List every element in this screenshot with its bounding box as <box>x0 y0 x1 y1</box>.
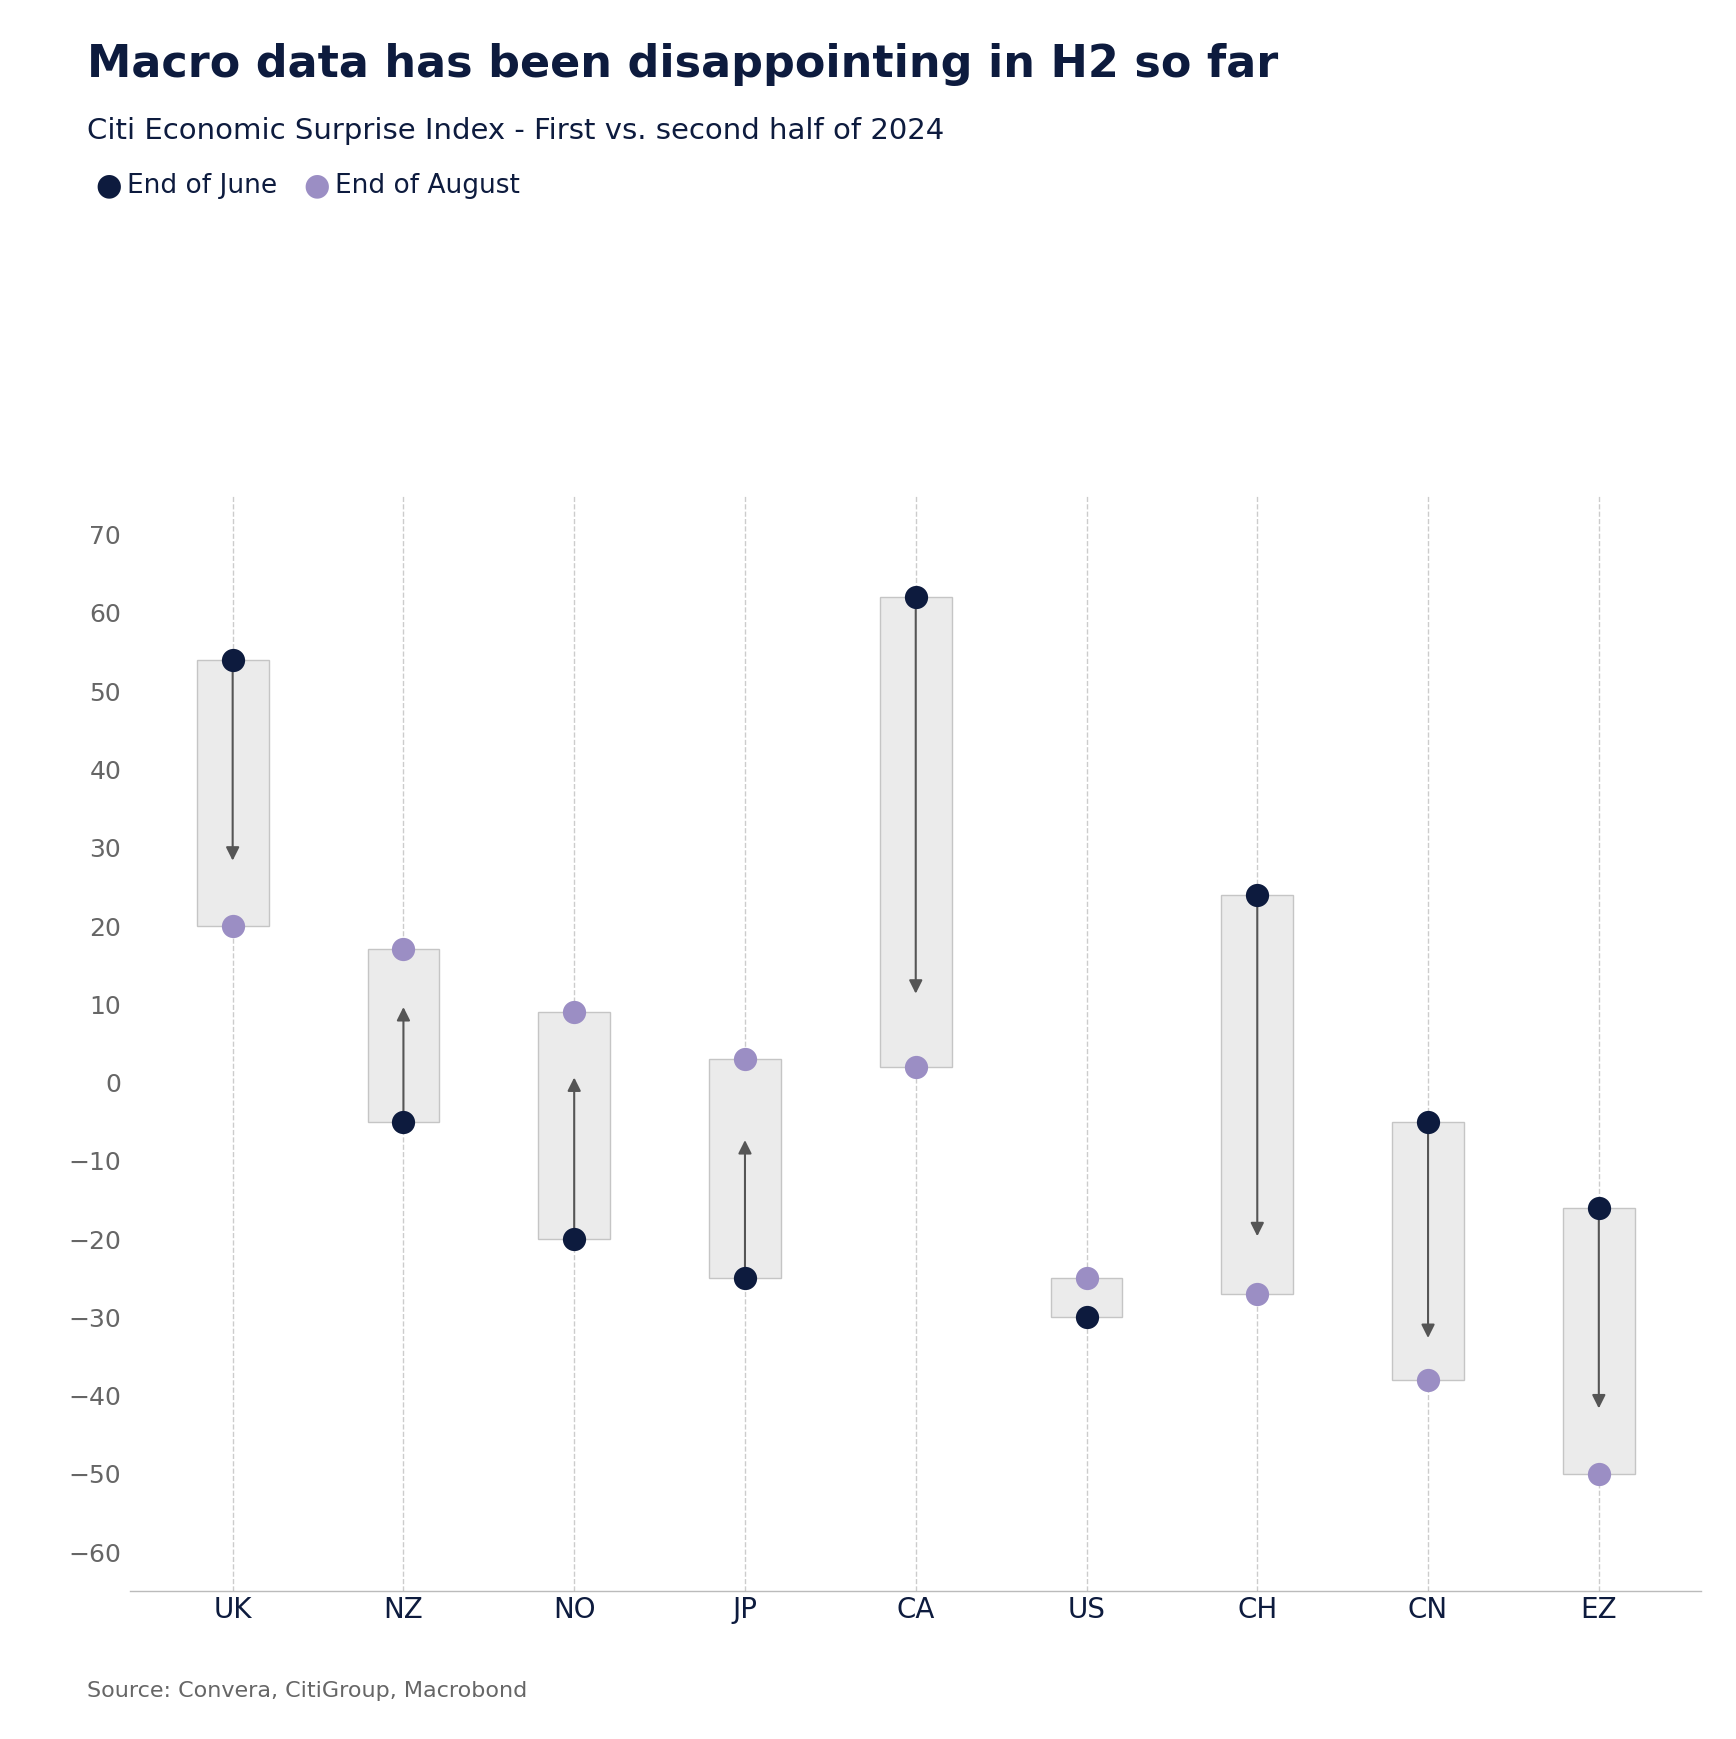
Text: ●: ● <box>95 172 122 200</box>
Point <box>1243 1280 1271 1308</box>
Point <box>903 1054 930 1082</box>
Point <box>1073 1264 1101 1292</box>
Point <box>903 584 930 612</box>
Text: Source: Convera, CitiGroup, Macrobond: Source: Convera, CitiGroup, Macrobond <box>87 1680 528 1701</box>
Point <box>219 913 247 941</box>
Bar <box>1222 896 1293 1294</box>
Bar <box>1050 1278 1123 1318</box>
Point <box>731 1045 759 1073</box>
Bar <box>1392 1122 1463 1381</box>
Point <box>389 1108 417 1136</box>
Point <box>1585 1195 1613 1223</box>
Bar <box>880 598 951 1068</box>
Text: End of August: End of August <box>335 174 519 198</box>
Point <box>561 1226 589 1254</box>
Point <box>1585 1461 1613 1489</box>
Point <box>389 936 417 963</box>
Point <box>1415 1367 1443 1395</box>
Point <box>1243 882 1271 909</box>
Bar <box>538 1012 609 1240</box>
Point <box>1073 1304 1101 1332</box>
Text: ●: ● <box>304 172 330 200</box>
Point <box>561 998 589 1026</box>
Bar <box>196 661 269 927</box>
Point <box>731 1264 759 1292</box>
Bar <box>1562 1209 1635 1475</box>
Point <box>1415 1108 1443 1136</box>
Point <box>219 647 247 675</box>
Bar <box>368 949 439 1122</box>
Text: End of June: End of June <box>127 174 276 198</box>
Text: Macro data has been disappointing in H2 so far: Macro data has been disappointing in H2 … <box>87 43 1278 87</box>
Bar <box>708 1059 781 1278</box>
Text: Citi Economic Surprise Index - First vs. second half of 2024: Citi Economic Surprise Index - First vs.… <box>87 117 944 144</box>
